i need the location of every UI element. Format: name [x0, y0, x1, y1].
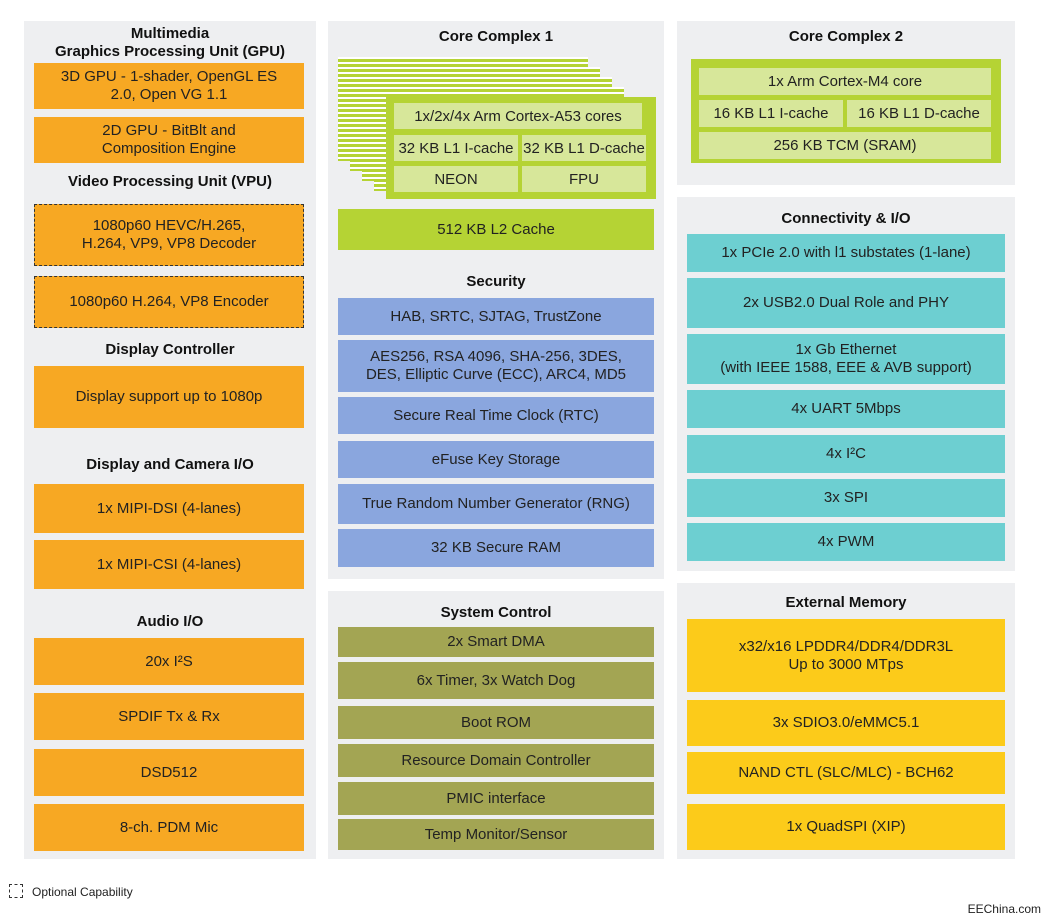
a53-cores-cell: 1x/2x/4x Arm Cortex-A53 cores	[394, 103, 642, 129]
m4-core-cell: 1x Arm Cortex-M4 core	[699, 68, 991, 95]
uart-box: 4x UART 5Mbps	[687, 390, 1005, 428]
system-temp-box: Temp Monitor/Sensor	[338, 819, 654, 850]
mipi-csi-box: 1x MIPI-CSI (4-lanes)	[34, 540, 304, 589]
connectivity-panel: Connectivity & I/O 1x PCIe 2.0 with l1 s…	[677, 197, 1015, 571]
core2-l1i-cell: 16 KB L1 I-cache	[699, 100, 843, 127]
vpu-title: Video Processing Unit (VPU)	[68, 173, 272, 190]
display-title: Display Controller	[105, 341, 235, 358]
source-credit: EEChina.com	[967, 902, 1041, 916]
memory-nand-box: NAND CTL (SLC/MLC) - BCH62	[687, 752, 1005, 794]
core-complex-1-panel: Core Complex 1 1x/2x/4x Arm Cortex-A53 c…	[328, 21, 664, 579]
memory-dram-box: x32/x16 LPDDR4/DDR4/DDR3L Up to 3000 MTp…	[687, 619, 1005, 692]
security-rng-box: True Random Number Generator (RNG)	[338, 484, 654, 524]
core-cluster-card: 1x/2x/4x Arm Cortex-A53 cores 32 KB L1 I…	[386, 97, 656, 199]
tcm-cell: 256 KB TCM (SRAM)	[699, 132, 991, 159]
fpu-cell: FPU	[522, 166, 646, 192]
i2c-box: 4x I²C	[687, 435, 1005, 473]
external-memory-panel: External Memory x32/x16 LPDDR4/DDR4/DDR3…	[677, 583, 1015, 859]
audio-pdm-box: 8-ch. PDM Mic	[34, 804, 304, 851]
mipi-dsi-box: 1x MIPI-DSI (4-lanes)	[34, 484, 304, 533]
optional-capability-legend-label: Optional Capability	[32, 885, 133, 899]
gpu-2d-box: 2D GPU - BitBlt and Composition Engine	[34, 117, 304, 163]
l2-cache-box: 512 KB L2 Cache	[338, 209, 654, 250]
memory-sdio-box: 3x SDIO3.0/eMMC5.1	[687, 700, 1005, 746]
core1-l1d-cell: 32 KB L1 D-cache	[522, 135, 646, 161]
gpu-title: Multimedia Graphics Processing Unit (GPU…	[54, 25, 286, 60]
multimedia-panel: Multimedia Graphics Processing Unit (GPU…	[24, 21, 316, 859]
gpu-3d-box: 3D GPU - 1-shader, OpenGL ES 2.0, Open V…	[34, 63, 304, 109]
audio-i2s-box: 20x I²S	[34, 638, 304, 685]
security-efuse-box: eFuse Key Storage	[338, 441, 654, 478]
system-timer-box: 6x Timer, 3x Watch Dog	[338, 662, 654, 699]
vpu-decoder-box: 1080p60 HEVC/H.265, H.264, VP9, VP8 Deco…	[34, 204, 304, 266]
security-hab-box: HAB, SRTC, SJTAG, TrustZone	[338, 298, 654, 335]
pwm-box: 4x PWM	[687, 523, 1005, 561]
system-control-panel: System Control 2x Smart DMA 6x Timer, 3x…	[328, 591, 664, 859]
usb-box: 2x USB2.0 Dual Role and PHY	[687, 278, 1005, 328]
core-complex-2-panel: Core Complex 2 1x Arm Cortex-M4 core 16 …	[677, 21, 1015, 185]
memory-title: External Memory	[785, 594, 907, 611]
optional-capability-legend-swatch	[9, 884, 23, 898]
security-rtc-box: Secure Real Time Clock (RTC)	[338, 397, 654, 434]
camera-title: Display and Camera I/O	[86, 456, 254, 473]
system-dma-box: 2x Smart DMA	[338, 627, 654, 657]
pcie-box: 1x PCIe 2.0 with l1 substates (1-lane)	[687, 234, 1005, 272]
security-crypto-box: AES256, RSA 4096, SHA-256, 3DES, DES, El…	[338, 340, 654, 392]
audio-title: Audio I/O	[136, 613, 204, 630]
security-title: Security	[466, 273, 526, 290]
core1-l1i-cell: 32 KB L1 I-cache	[394, 135, 518, 161]
system-title: System Control	[440, 604, 552, 621]
core2-title: Core Complex 2	[788, 28, 904, 45]
neon-cell: NEON	[394, 166, 518, 192]
system-rdc-box: Resource Domain Controller	[338, 744, 654, 777]
memory-qspi-box: 1x QuadSPI (XIP)	[687, 804, 1005, 850]
ethernet-box: 1x Gb Ethernet (with IEEE 1588, EEE & AV…	[687, 334, 1005, 384]
display-support-box: Display support up to 1080p	[34, 366, 304, 428]
audio-dsd-box: DSD512	[34, 749, 304, 796]
core1-title: Core Complex 1	[438, 28, 554, 45]
security-ram-box: 32 KB Secure RAM	[338, 529, 654, 567]
core2-card: 1x Arm Cortex-M4 core 16 KB L1 I-cache 1…	[691, 59, 1001, 163]
vpu-encoder-box: 1080p60 H.264, VP8 Encoder	[34, 276, 304, 328]
connectivity-title: Connectivity & I/O	[781, 210, 911, 227]
spi-box: 3x SPI	[687, 479, 1005, 517]
system-bootrom-box: Boot ROM	[338, 706, 654, 739]
audio-spdif-box: SPDIF Tx & Rx	[34, 693, 304, 740]
system-pmic-box: PMIC interface	[338, 782, 654, 815]
core2-l1d-cell: 16 KB L1 D-cache	[847, 100, 991, 127]
